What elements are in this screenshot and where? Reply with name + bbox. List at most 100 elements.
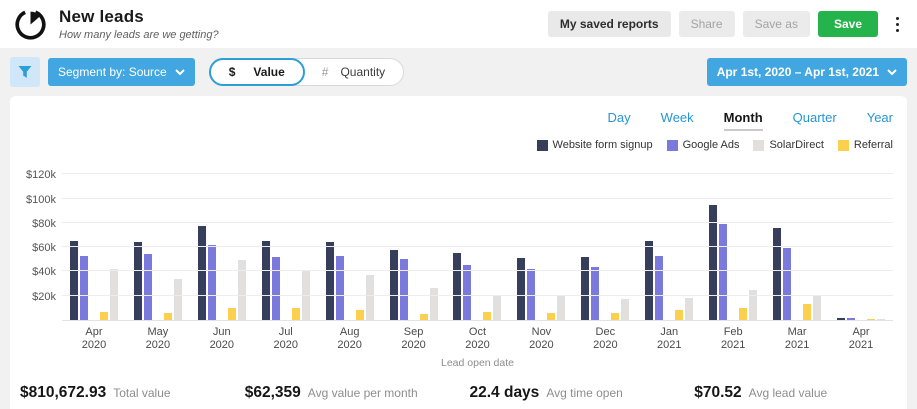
bar-solardirect[interactable]	[173, 278, 182, 320]
bar-solardirect[interactable]	[493, 295, 502, 320]
x-tick-label: Apr 2020	[81, 326, 107, 351]
bar-group-oct-2020	[446, 163, 510, 320]
bar-website-form-signup[interactable]	[645, 241, 654, 320]
bar-google-ads[interactable]	[719, 224, 728, 320]
quantity-toggle-option[interactable]: # Quantity	[304, 59, 403, 85]
tab-quarter[interactable]: Quarter	[792, 110, 837, 125]
bar-website-form-signup[interactable]	[197, 226, 206, 320]
bar-website-form-signup[interactable]	[69, 241, 78, 320]
bar-solardirect[interactable]	[365, 275, 374, 320]
bar-website-form-signup[interactable]	[133, 242, 142, 320]
bar-referral[interactable]	[611, 312, 620, 320]
quantity-toggle-label: Quantity	[340, 65, 386, 79]
bar-referral[interactable]	[227, 307, 236, 320]
bar-solardirect[interactable]	[621, 299, 630, 320]
bar-referral[interactable]	[419, 313, 428, 320]
bar-google-ads[interactable]	[79, 255, 88, 320]
bar-referral[interactable]	[675, 310, 684, 320]
bar-google-ads[interactable]	[143, 254, 152, 320]
chart-card: Day Week Month Quarter Year Website form sig…	[10, 96, 907, 409]
tab-day[interactable]: Day	[607, 110, 631, 125]
y-axis-labels: $20k $40k $60k $80k $100k $120k	[20, 163, 62, 321]
stat-value: 22.4 days	[469, 384, 540, 401]
bar-website-form-signup[interactable]	[837, 317, 846, 320]
bar-solardirect[interactable]	[237, 260, 246, 320]
my-saved-reports-button[interactable]: My saved reports	[547, 11, 671, 37]
bar-google-ads[interactable]	[527, 268, 536, 320]
legend-item-website-form-signup[interactable]: Website form signup	[536, 139, 653, 151]
bar-solardirect[interactable]	[813, 295, 822, 320]
bar-group-aug-2020	[318, 163, 382, 320]
chart-area: $20k $40k $60k $80k $100k $120k	[20, 163, 893, 321]
bar-google-ads[interactable]	[207, 244, 216, 320]
bar-google-ads[interactable]	[271, 256, 280, 320]
bar-referral[interactable]	[739, 307, 748, 320]
filter-funnel-button[interactable]	[10, 57, 40, 87]
bar-website-form-signup[interactable]	[325, 242, 334, 320]
stat-avg-time-open: 22.4 days Avg time open	[470, 384, 669, 409]
y-tick-label: $120k	[26, 169, 56, 182]
segment-by-dropdown[interactable]: Segment by: Source	[48, 58, 195, 86]
bar-solardirect[interactable]	[749, 289, 758, 320]
legend-label: Referral	[853, 139, 893, 151]
bar-google-ads[interactable]	[847, 317, 856, 320]
tab-week[interactable]: Week	[660, 110, 694, 125]
bar-referral[interactable]	[163, 312, 172, 320]
bar-referral[interactable]	[803, 304, 812, 320]
save-as-button[interactable]: Save as	[742, 11, 810, 37]
legend-item-solardirect[interactable]: SolarDirect	[753, 139, 824, 151]
bar-group-mar-2021	[765, 163, 829, 320]
y-tick-label: $80k	[32, 217, 56, 230]
bar-google-ads[interactable]	[655, 255, 664, 320]
bar-solardirect[interactable]	[877, 319, 886, 320]
tab-month[interactable]: Month	[723, 110, 763, 131]
bar-referral[interactable]	[547, 312, 556, 320]
bar-website-form-signup[interactable]	[261, 241, 270, 320]
x-tick-label: Jan 2021	[657, 326, 682, 351]
save-button[interactable]: Save	[817, 11, 878, 37]
bar-referral[interactable]	[483, 311, 492, 320]
legend-item-referral[interactable]: Referral	[837, 139, 893, 151]
bar-google-ads[interactable]	[783, 248, 792, 320]
kebab-menu-icon[interactable]	[890, 13, 905, 36]
bar-website-form-signup[interactable]	[453, 253, 462, 320]
gridline	[62, 270, 893, 272]
stat-label: Total value	[113, 386, 171, 400]
legend-label: Google Ads	[682, 139, 740, 151]
bar-referral[interactable]	[291, 307, 300, 320]
x-tick-label: Mar 2021	[784, 326, 810, 351]
share-button[interactable]: Share	[678, 11, 735, 37]
x-tick-label: Aug 2020	[337, 326, 362, 351]
bar-google-ads[interactable]	[591, 266, 600, 320]
bar-solardirect[interactable]	[557, 294, 566, 320]
gridline	[62, 221, 893, 223]
bar-website-form-signup[interactable]	[581, 256, 590, 320]
value-quantity-toggle: $ Value # Quantity	[208, 58, 405, 86]
date-range-dropdown[interactable]: Apr 1st, 2020 – Apr 1st, 2021	[706, 58, 907, 86]
x-tick-label: Sep 2020	[401, 326, 426, 351]
segment-by-label: Segment by: Source	[58, 65, 167, 79]
bar-group-apr-2021	[829, 163, 893, 320]
legend-item-google-ads[interactable]: Google Ads	[666, 139, 740, 151]
bar-solardirect[interactable]	[685, 298, 694, 320]
bar-google-ads[interactable]	[399, 259, 408, 320]
bar-solardirect[interactable]	[109, 268, 118, 320]
bar-referral[interactable]	[355, 310, 364, 320]
legend-swatch-icon	[666, 139, 678, 151]
tab-year[interactable]: Year	[866, 110, 893, 125]
bar-solardirect[interactable]	[429, 288, 438, 320]
bar-google-ads[interactable]	[335, 255, 344, 320]
bar-website-form-signup[interactable]	[389, 249, 398, 320]
bar-website-form-signup[interactable]	[709, 204, 718, 320]
dollar-icon: $	[228, 65, 236, 79]
bar-referral[interactable]	[867, 318, 876, 320]
bar-referral[interactable]	[99, 311, 108, 320]
bar-google-ads[interactable]	[463, 265, 472, 320]
stat-value: $810,672.93	[20, 384, 107, 401]
bar-website-form-signup[interactable]	[517, 258, 526, 320]
title-block: New leads How many leads are we getting?	[59, 7, 219, 41]
bar-website-form-signup[interactable]	[773, 227, 782, 320]
bar-group-jun-2020	[190, 163, 254, 320]
legend-label: SolarDirect	[769, 139, 824, 151]
value-toggle-option[interactable]: $ Value	[208, 58, 305, 86]
